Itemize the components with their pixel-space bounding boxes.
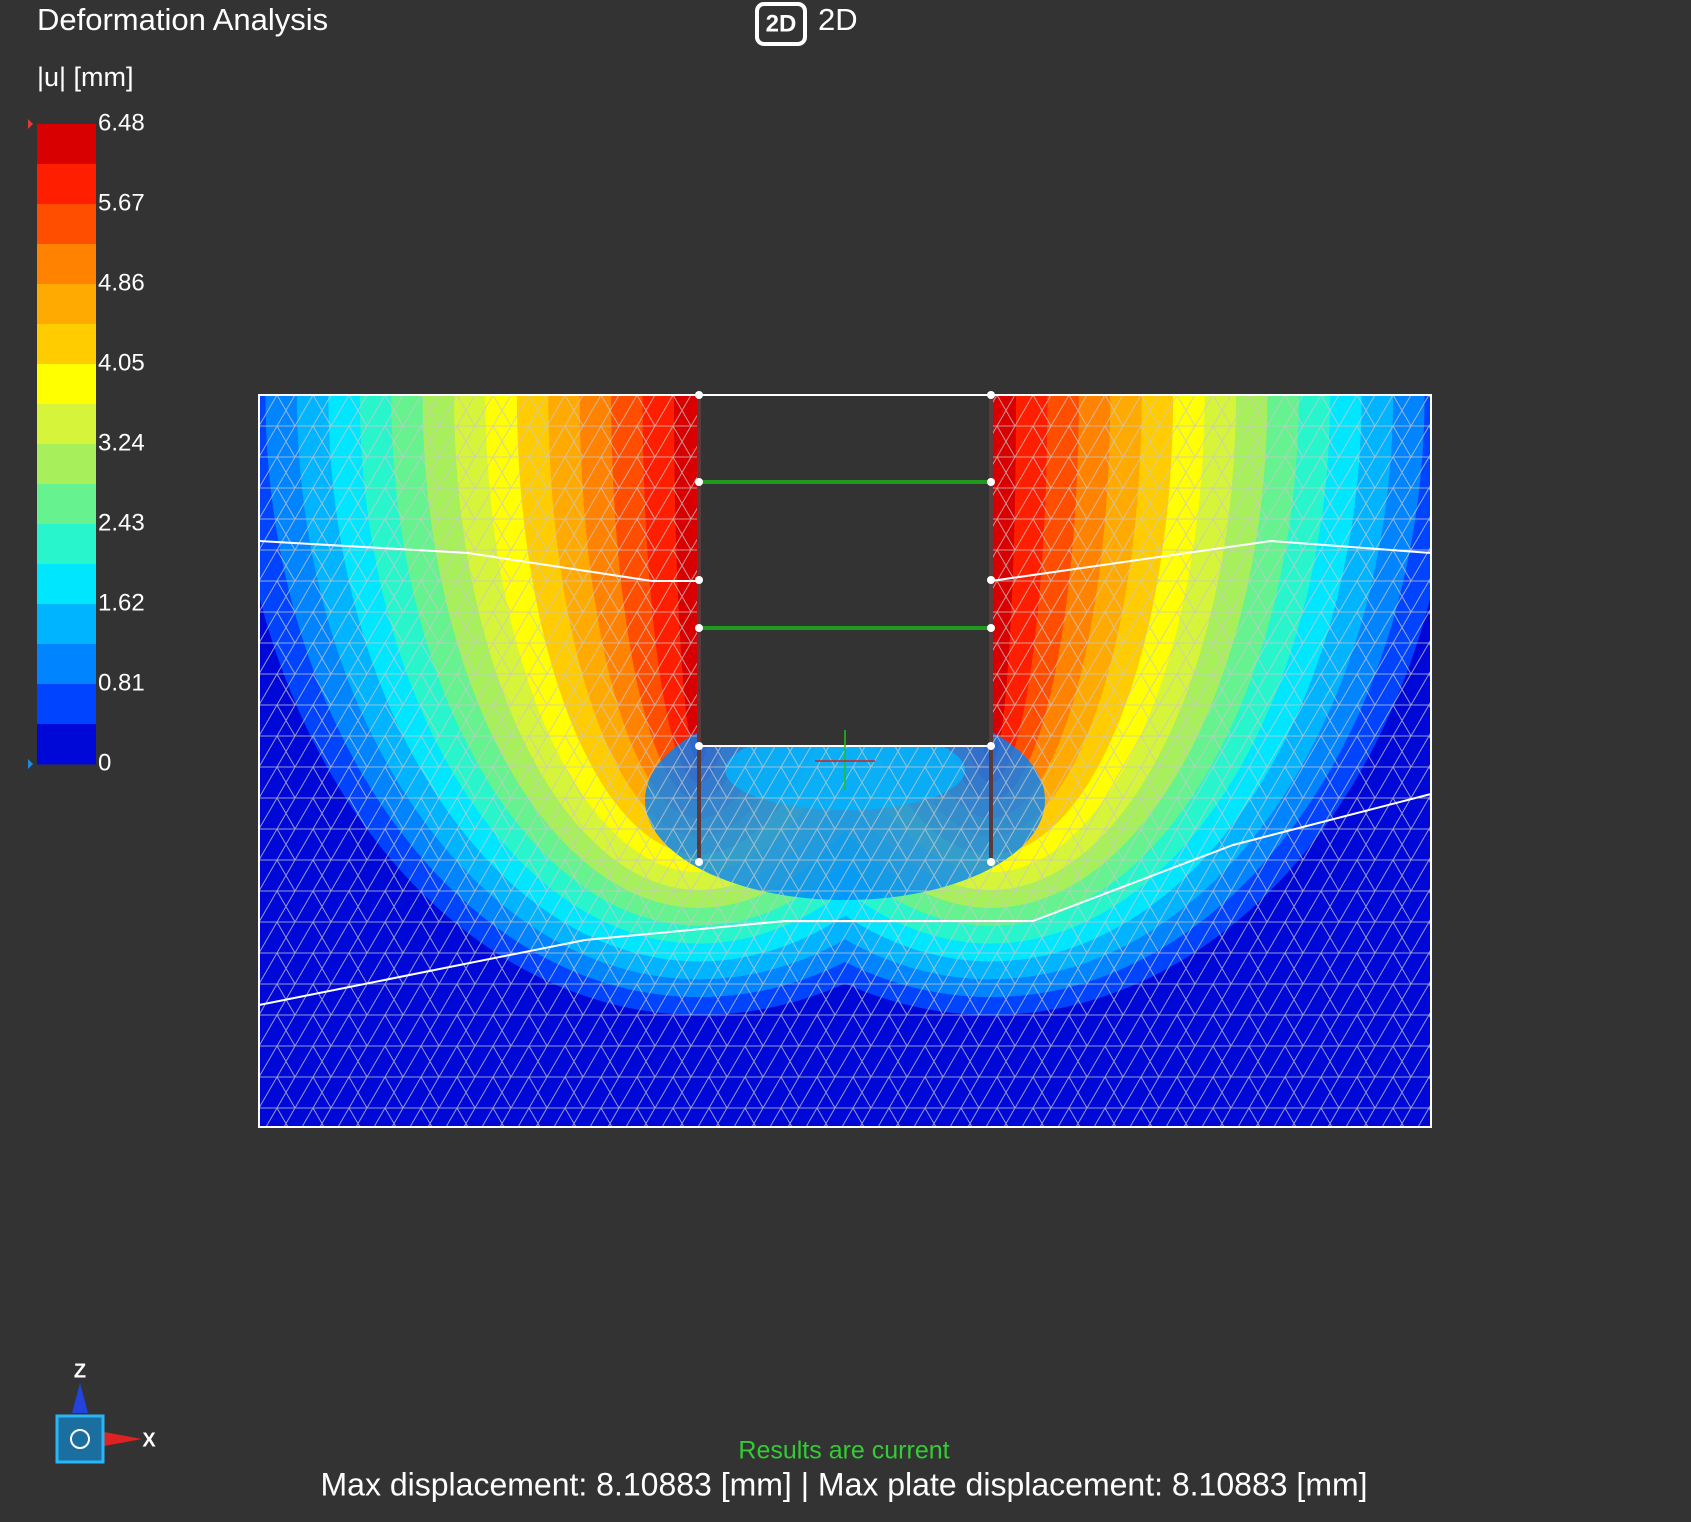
- title: Deformation Analysis: [37, 2, 328, 37]
- mode-icon-frame: [755, 2, 807, 46]
- colorbar: 6.48 5.67 4.86 4.05 3.24 2.43 1.62 0.81 0: [28, 109, 145, 776]
- status-summary: Max displacement: 8.10883 [mm] | Max pla…: [320, 1466, 1367, 1502]
- colorbar-tick-label: 6.48: [98, 109, 145, 136]
- colorbar-band: [37, 524, 96, 565]
- colorbar-band: [37, 484, 96, 525]
- nodes: [695, 391, 995, 866]
- colorbar-band: [37, 204, 96, 245]
- colorbar-band: [37, 324, 96, 365]
- mode-label: 2D: [818, 2, 858, 37]
- colorbar-band: [37, 284, 96, 325]
- colorbar-band: [37, 604, 96, 645]
- colorbar-tick-label: 3.24: [98, 429, 145, 456]
- colorbar-band: [37, 644, 96, 685]
- axis-triad: [55, 1383, 142, 1464]
- excavation: [699, 395, 991, 746]
- colorbar-tick-label: 4.05: [98, 349, 145, 376]
- colorbar-band: [37, 164, 96, 205]
- colorbar-band: [37, 364, 96, 405]
- colorbar-band: [37, 444, 96, 485]
- colorbar-tick-label: 4.86: [98, 269, 145, 296]
- min-marker: [28, 759, 33, 769]
- colorbar-band: [37, 124, 96, 165]
- axis-label: X: [142, 1429, 156, 1451]
- colorbar-tick-label: 5.67: [98, 189, 145, 216]
- status-message: Results are current: [738, 1437, 949, 1465]
- colorbar-band: [37, 684, 96, 725]
- colorbar-tick-label: 0: [98, 749, 111, 776]
- axis-label: Z: [74, 1360, 86, 1382]
- colorbar-tick-label: 0.81: [98, 669, 145, 696]
- layer-boundary: [258, 793, 1432, 1006]
- layer-boundary: [990, 539, 1432, 582]
- colorbar-tick-label: 1.62: [98, 589, 145, 616]
- mode-icon: 2D: [766, 10, 797, 37]
- colorbar-band: [37, 244, 96, 285]
- max-marker: [28, 119, 33, 129]
- colorbar-band: [37, 564, 96, 605]
- legend-title: |u| [mm]: [37, 62, 134, 92]
- colorbar-tick-label: 2.43: [98, 509, 145, 536]
- colorbar-band: [37, 404, 96, 445]
- domain-border: [258, 394, 1432, 1128]
- colorbar-band: [37, 724, 96, 765]
- layer-boundary: [258, 540, 699, 582]
